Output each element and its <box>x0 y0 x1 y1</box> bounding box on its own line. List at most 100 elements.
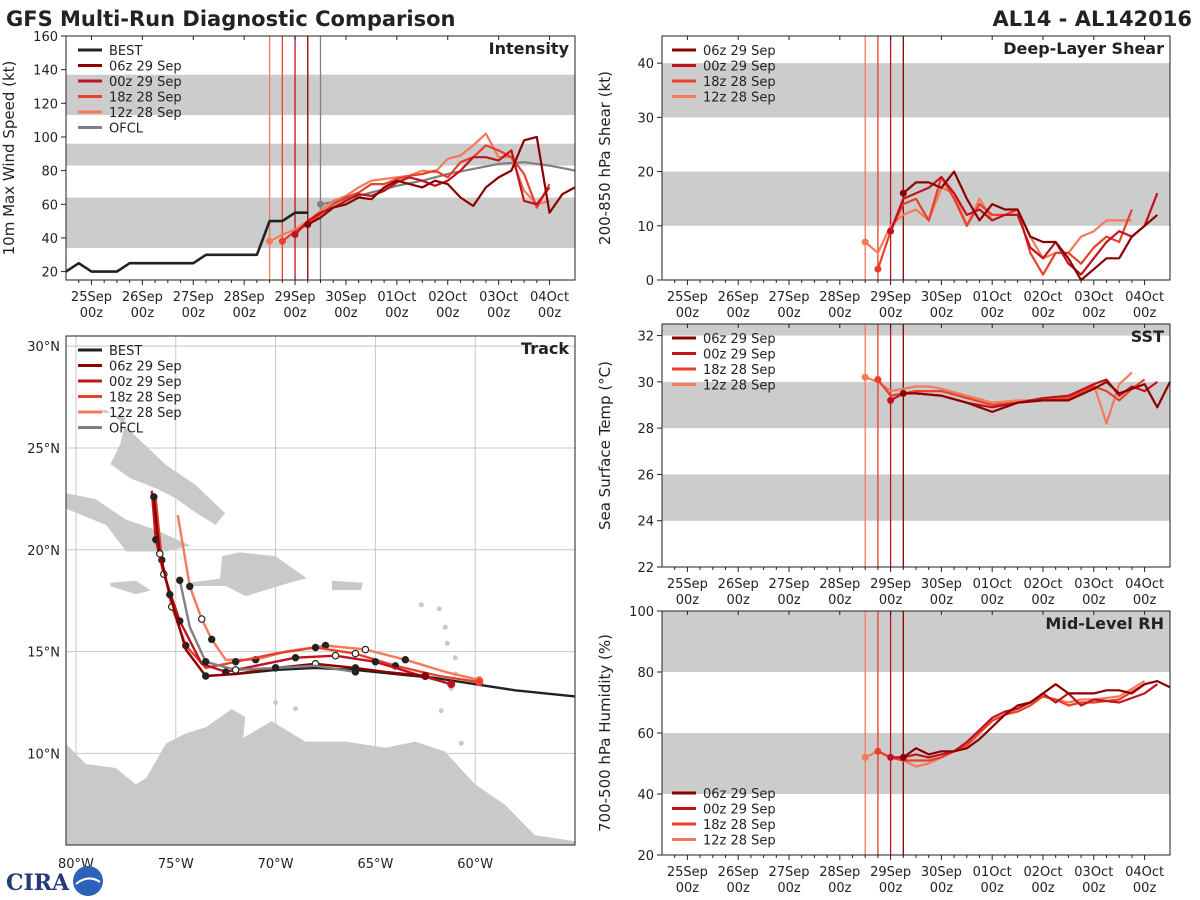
jamaica-land <box>109 579 153 596</box>
track-point-open <box>197 615 206 623</box>
panel-title: Track <box>521 339 569 358</box>
legend-label: BEST <box>109 44 142 59</box>
track-point <box>202 672 210 680</box>
y-tick-label: 40 <box>41 232 58 247</box>
x-tick-label: 30Sep <box>325 290 366 305</box>
init-point <box>899 189 907 197</box>
x-tick-label: 02Oct <box>428 290 467 305</box>
track-point <box>291 653 300 662</box>
x-tick-label: 29Sep <box>870 290 911 305</box>
y-tick-label: 32 <box>637 330 654 345</box>
y-tick-label: 160 <box>33 30 58 45</box>
legend-label: 18z 28 Sep <box>703 818 776 833</box>
island-land <box>442 624 448 630</box>
x-tick-sublabel: 00z <box>727 306 751 321</box>
series-line <box>902 680 1171 759</box>
legend-label: 00z 29 Sep <box>109 75 182 90</box>
x-tick-label: 03Oct <box>1074 290 1113 305</box>
x-tick-label: 26Sep <box>718 865 759 880</box>
y-axis-label: 700-500 hPa Humidity (%) <box>596 634 614 832</box>
x-tick-sublabel: 00z <box>334 306 358 321</box>
island-land <box>458 740 464 746</box>
panel-title: SST <box>1131 327 1164 346</box>
lon-label: 75°W <box>158 857 194 872</box>
lon-label: 65°W <box>357 857 393 872</box>
track-point <box>166 590 174 599</box>
track-point-open <box>361 645 370 654</box>
map-frame <box>65 335 576 846</box>
logo-globe-icon <box>73 866 103 896</box>
x-tick-label: 04Oct <box>1125 865 1164 880</box>
x-tick-label: 27Sep <box>768 865 809 880</box>
track-point <box>186 582 194 591</box>
shaded-band <box>662 324 1170 336</box>
x-tick-label: 26Sep <box>718 577 759 592</box>
x-tick-label: 27Sep <box>173 290 214 305</box>
x-tick-sublabel: 00z <box>828 593 852 608</box>
y-tick-label: 24 <box>637 515 654 530</box>
x-tick-label: 04Oct <box>1125 290 1164 305</box>
legend-label: 06z 29 Sep <box>109 60 182 75</box>
bahamas-land <box>95 408 227 526</box>
x-tick-label: 29Sep <box>870 577 911 592</box>
y-tick-label: 80 <box>637 666 654 681</box>
legend-label: 00z 29 Sep <box>703 803 776 818</box>
x-tick-sublabel: 00z <box>80 306 104 321</box>
x-tick-label: 01Oct <box>973 577 1012 592</box>
y-tick-label: 22 <box>637 561 654 576</box>
track-panel: 80°W 75°W 70°W 65°W 60°W10°N15°N20°N25°N30°N… <box>27 335 576 872</box>
track-point-open <box>156 550 164 558</box>
legend-label: 06z 29 Sep <box>109 360 182 375</box>
island-land <box>436 606 442 612</box>
y-axis-label: 200-850 hPa Shear (kt) <box>596 71 614 245</box>
legend-label: 18z 28 Sep <box>109 91 182 106</box>
y-tick-label: 60 <box>41 198 58 213</box>
panel-title: Deep-Layer Shear <box>1003 39 1164 58</box>
init-point <box>874 376 882 384</box>
init-point <box>291 231 299 239</box>
x-tick-label: 02Oct <box>1023 577 1062 592</box>
legend-label: 12z 28 Sep <box>703 834 776 849</box>
y-tick-label: 140 <box>33 64 58 79</box>
series-line <box>65 211 308 273</box>
x-tick-sublabel: 00z <box>930 306 954 321</box>
legend-label: 12z 28 Sep <box>703 91 776 106</box>
lat-label: 30°N <box>27 340 60 355</box>
y-tick-label: 28 <box>637 422 654 437</box>
x-tick-sublabel: 00z <box>1082 593 1106 608</box>
x-tick-label: 30Sep <box>921 577 962 592</box>
x-tick-sublabel: 00z <box>283 306 307 321</box>
x-tick-label: 02Oct <box>1023 865 1062 880</box>
y-tick-label: 60 <box>637 727 654 742</box>
x-tick-label: 25Sep <box>667 865 708 880</box>
sst-panel: 22242628303225Sep00z26Sep00z27Sep00z28Se… <box>596 323 1171 608</box>
x-tick-label: 01Oct <box>973 290 1012 305</box>
x-tick-label: 28Sep <box>819 577 860 592</box>
legend-label: 18z 28 Sep <box>109 391 182 406</box>
island-land <box>418 602 424 608</box>
track-start-point <box>447 680 456 689</box>
init-point <box>887 227 895 235</box>
x-tick-label: 25Sep <box>667 290 708 305</box>
legend-label: BEST <box>109 344 142 359</box>
x-tick-sublabel: 00z <box>436 306 460 321</box>
x-tick-label: 27Sep <box>768 290 809 305</box>
x-tick-label: 28Sep <box>224 290 265 305</box>
track-point <box>311 643 320 652</box>
lat-label: 25°N <box>27 442 60 457</box>
x-tick-sublabel: 00z <box>879 881 903 896</box>
track-point <box>208 635 216 644</box>
south-america-land <box>65 708 576 846</box>
track-point-open <box>331 651 340 660</box>
x-tick-sublabel: 00z <box>828 881 852 896</box>
series-line <box>864 371 1133 425</box>
y-tick-label: 20 <box>637 849 654 864</box>
init-point <box>874 265 882 273</box>
panel-title: Intensity <box>489 39 570 58</box>
y-tick-label: 100 <box>33 131 58 146</box>
rh-panel: 2040608010025Sep00z26Sep00z27Sep00z28Sep… <box>596 605 1171 896</box>
x-tick-sublabel: 00z <box>879 593 903 608</box>
init-point <box>304 220 312 228</box>
x-tick-sublabel: 00z <box>676 593 700 608</box>
y-axis-label: Sea Surface Temp (°C) <box>596 361 614 530</box>
